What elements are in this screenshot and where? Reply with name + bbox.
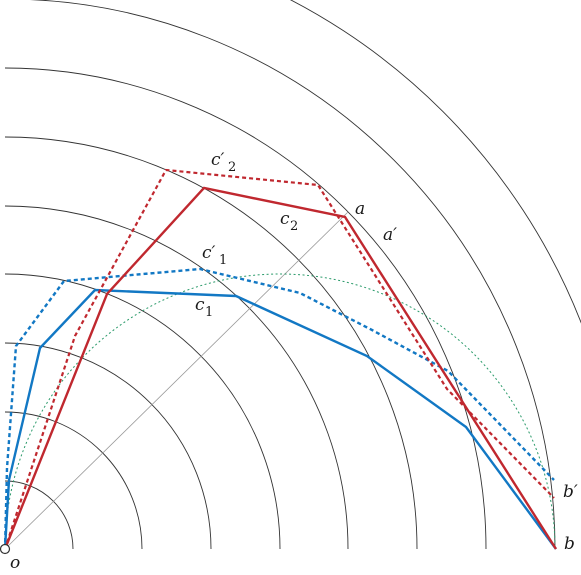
label-o: o bbox=[10, 553, 20, 573]
concentric-arc-4 bbox=[4, 273, 281, 550]
label-c2-prime: c′ bbox=[211, 150, 225, 170]
concentric-arc-8 bbox=[28, 0, 556, 550]
label-c1: c bbox=[195, 295, 205, 315]
blue-dashed-polyline-c1-prime bbox=[3, 267, 555, 550]
label-c1-sub: 1 bbox=[205, 305, 213, 320]
concentric-arc-6 bbox=[4, 136, 418, 550]
concentric-arc-1 bbox=[4, 480, 74, 550]
label-c2-prime-sub: 2 bbox=[228, 160, 236, 175]
label-b: b bbox=[564, 534, 575, 554]
concentric-arc-2 bbox=[4, 411, 143, 550]
label-a-prime: a′ bbox=[383, 225, 397, 245]
label-b-prime: b′ bbox=[563, 482, 578, 502]
label-c2-sub: 2 bbox=[290, 219, 298, 234]
concentric-arc-3 bbox=[4, 342, 212, 550]
label-c1-prime: c′ bbox=[202, 243, 216, 263]
label-c1-prime-sub: 1 bbox=[219, 253, 227, 268]
radial-line-oa bbox=[4, 211, 349, 550]
concentric-arc-5 bbox=[4, 205, 349, 550]
label-a: a bbox=[355, 199, 365, 219]
label-c2: c bbox=[280, 209, 290, 229]
blue-solid-polyline-c1 bbox=[3, 288, 557, 550]
origin-point bbox=[0, 543, 11, 555]
concentric-arc-9 bbox=[289, 0, 581, 324]
red-solid-polyline-c2 bbox=[3, 186, 558, 550]
